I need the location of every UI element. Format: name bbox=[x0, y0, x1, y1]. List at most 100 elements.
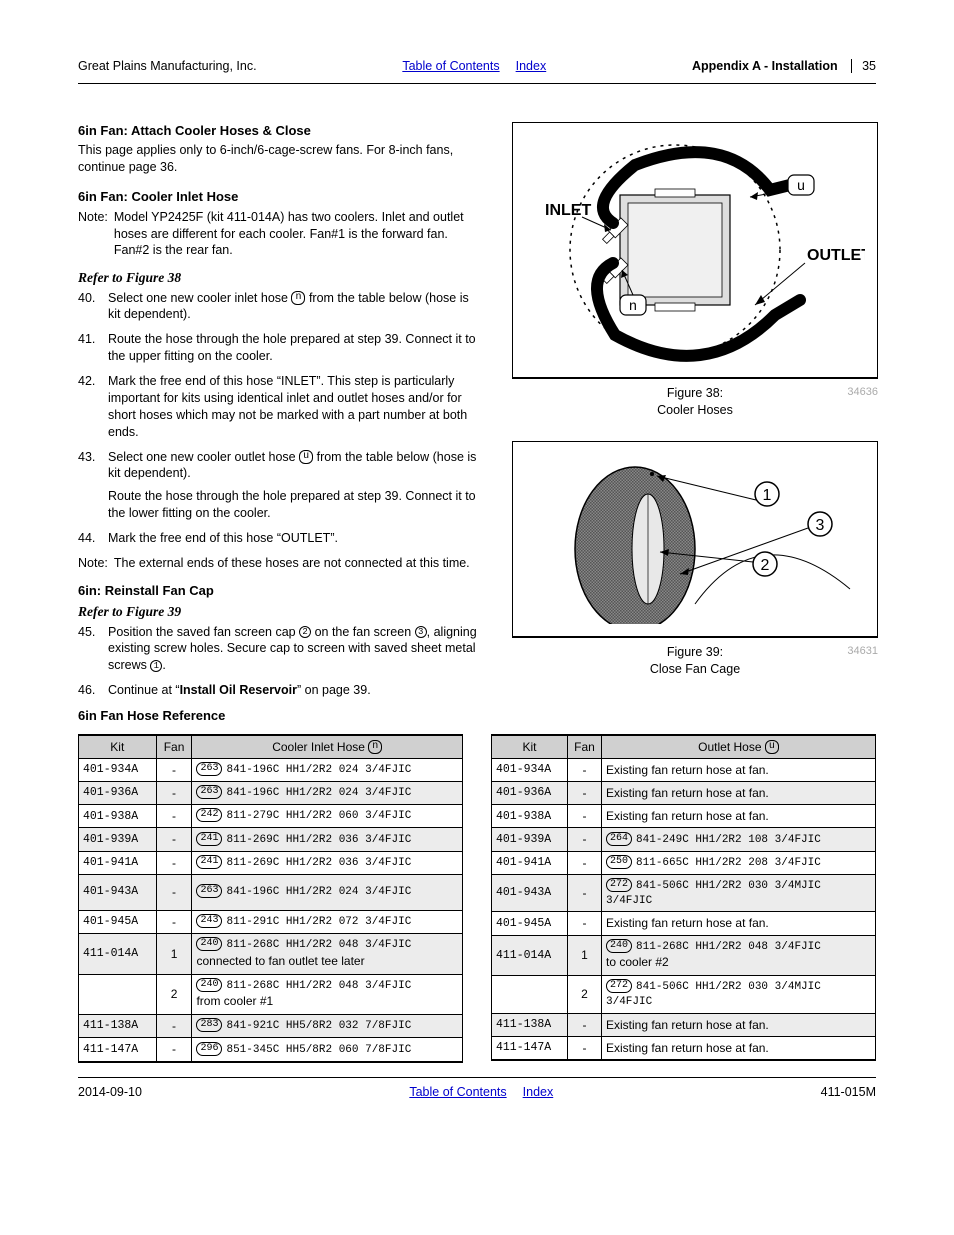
cell-hose: 263841-196C HH1/2R2 024 3/4FJIC bbox=[192, 782, 463, 805]
circ-3-icon: 3 bbox=[415, 626, 427, 638]
cell-hose: 240811-268C HH1/2R2 048 3/4FJICconnected… bbox=[192, 933, 463, 974]
cell-hose: 283841-921C HH5/8R2 032 7/8FJIC bbox=[192, 1015, 463, 1038]
cell-kit: 401-941A bbox=[79, 851, 157, 874]
table-row: 401-938A-242811-279C HH1/2R2 060 3/4FJIC bbox=[79, 805, 463, 828]
footer-docnum: 411-015M bbox=[821, 1084, 876, 1101]
cell-fan: - bbox=[156, 1038, 192, 1062]
footer-index-link[interactable]: Index bbox=[523, 1084, 554, 1101]
footer-toc-link[interactable]: Table of Contents bbox=[409, 1084, 506, 1101]
cell-kit: 401-939A bbox=[492, 828, 568, 851]
table-row: 401-936A-Existing fan return hose at fan… bbox=[492, 782, 876, 805]
cell-hose: Existing fan return hose at fan. bbox=[602, 1013, 876, 1036]
table-row: 2240811-268C HH1/2R2 048 3/4FJICfrom coo… bbox=[79, 974, 463, 1015]
th-hose: Cooler Inlet Hose n bbox=[192, 735, 463, 759]
section-1-body: This page applies only to 6-inch/6-cage-… bbox=[78, 142, 484, 176]
note-2: Note: The external ends of these hoses a… bbox=[78, 555, 484, 572]
cell-kit bbox=[492, 976, 568, 1014]
cell-fan: - bbox=[568, 1013, 602, 1036]
table-row: 401-939A-241811-269C HH1/2R2 036 3/4FJIC bbox=[79, 828, 463, 851]
pill: 241 bbox=[196, 832, 222, 846]
page-footer: 2014-09-10 Table of Contents Index 411-0… bbox=[78, 1084, 876, 1101]
cell-kit: 401-934A bbox=[492, 758, 568, 781]
cell-fan: 2 bbox=[156, 974, 192, 1015]
th-kit: Kit bbox=[492, 735, 568, 759]
page-number: 35 bbox=[851, 59, 876, 73]
cell-hose: Existing fan return hose at fan. bbox=[602, 758, 876, 781]
pill: 296 bbox=[196, 1042, 222, 1056]
step-item: 43.Select one new cooler outlet hose u f… bbox=[78, 449, 484, 523]
pill: 272 bbox=[606, 878, 632, 892]
cell-fan: 1 bbox=[156, 933, 192, 974]
pill: 240 bbox=[606, 939, 632, 953]
circ-2-icon: 2 bbox=[299, 626, 311, 638]
toc-link[interactable]: Table of Contents bbox=[402, 58, 499, 75]
pill: 243 bbox=[196, 914, 222, 928]
section-3-title: 6in: Reinstall Fan Cap bbox=[78, 582, 484, 600]
figure-39-caption: Figure 39: Close Fan Cage bbox=[512, 644, 878, 678]
cell-hose: 263841-196C HH1/2R2 024 3/4FJIC bbox=[192, 758, 463, 781]
header-left: Great Plains Manufacturing, Inc. bbox=[78, 58, 257, 75]
cell-hose: 250811-665C HH1/2R2 208 3/4FJIC bbox=[602, 851, 876, 874]
cell-kit: 411-014A bbox=[79, 933, 157, 974]
cell-kit: 411-147A bbox=[492, 1036, 568, 1060]
step-item: 40.Select one new cooler inlet hose n fr… bbox=[78, 290, 484, 324]
cell-kit: 411-138A bbox=[79, 1015, 157, 1038]
table-row: 401-945A-243811-291C HH1/2R2 072 3/4FJIC bbox=[79, 910, 463, 933]
footer-date: 2014-09-10 bbox=[78, 1084, 142, 1101]
circ-n: n bbox=[291, 291, 305, 305]
table-row: 411-014A1240811-268C HH1/2R2 048 3/4FJIC… bbox=[79, 933, 463, 974]
cell-kit: 411-147A bbox=[79, 1038, 157, 1062]
pill: 240 bbox=[196, 937, 222, 951]
callout-2: 2 bbox=[761, 557, 770, 574]
th-hose: Outlet Hose u bbox=[602, 735, 876, 759]
index-link[interactable]: Index bbox=[516, 58, 547, 75]
cell-hose: 263841-196C HH1/2R2 024 3/4FJIC bbox=[192, 874, 463, 910]
cell-fan: - bbox=[568, 912, 602, 935]
cell-fan: - bbox=[156, 828, 192, 851]
outlet-label: OUTLET bbox=[807, 247, 865, 264]
cell-hose: 241811-269C HH1/2R2 036 3/4FJIC bbox=[192, 828, 463, 851]
circ-1-icon: 1 bbox=[150, 660, 162, 672]
pill: 240 bbox=[196, 978, 222, 992]
inlet-label: INLET bbox=[545, 202, 591, 219]
cell-hose: 272841-506C HH1/2R2 030 3/4MJIC 3/4FJIC bbox=[602, 976, 876, 1014]
table-row: 411-014A1240811-268C HH1/2R2 048 3/4FJIC… bbox=[492, 935, 876, 976]
cell-fan: - bbox=[156, 782, 192, 805]
table-row: 411-138A-Existing fan return hose at fan… bbox=[492, 1013, 876, 1036]
table-row: 401-934A-263841-196C HH1/2R2 024 3/4FJIC bbox=[79, 758, 463, 781]
cell-fan: - bbox=[568, 782, 602, 805]
step-item: 41.Route the hose through the hole prepa… bbox=[78, 331, 484, 365]
cell-kit: 401-941A bbox=[492, 851, 568, 874]
cell-hose: 296851-345C HH5/8R2 060 7/8FJIC bbox=[192, 1038, 463, 1062]
cell-hose: Existing fan return hose at fan. bbox=[602, 912, 876, 935]
table-row: 411-147A-Existing fan return hose at fan… bbox=[492, 1036, 876, 1060]
cell-fan: - bbox=[156, 1015, 192, 1038]
callout-1: 1 bbox=[763, 487, 772, 504]
left-column: 6in Fan: Attach Cooler Hoses & Close Thi… bbox=[78, 122, 484, 728]
pill: 263 bbox=[196, 884, 222, 898]
step-item: 45.Position the saved fan screen cap 2 o… bbox=[78, 624, 484, 675]
cell-kit: 401-934A bbox=[79, 758, 157, 781]
pill: 263 bbox=[196, 762, 222, 776]
cell-fan: - bbox=[568, 874, 602, 912]
cell-fan: - bbox=[568, 758, 602, 781]
cell-kit: 401-938A bbox=[492, 805, 568, 828]
cell-hose: 272841-506C HH1/2R2 030 3/4MJIC 3/4FJIC bbox=[602, 874, 876, 912]
cell-fan: - bbox=[156, 910, 192, 933]
cell-fan: - bbox=[568, 1036, 602, 1060]
cell-fan: - bbox=[568, 805, 602, 828]
figure-39-id: 34631 bbox=[847, 644, 878, 659]
pill: 283 bbox=[196, 1018, 222, 1032]
table-row: 401-945A-Existing fan return hose at fan… bbox=[492, 912, 876, 935]
note-1-body: Model YP2425F (kit 411-014A) has two coo… bbox=[114, 209, 484, 260]
cell-fan: 1 bbox=[568, 935, 602, 976]
table-row: 401-941A-241811-269C HH1/2R2 036 3/4FJIC bbox=[79, 851, 463, 874]
cell-kit bbox=[79, 974, 157, 1015]
figure-39: 1 2 3 bbox=[512, 441, 878, 638]
th-fan: Fan bbox=[568, 735, 602, 759]
footer-rule bbox=[78, 1077, 876, 1078]
pill: 263 bbox=[196, 785, 222, 799]
right-column: INLET OUTLET n u Figure 38: bbox=[512, 122, 878, 728]
cell-fan: - bbox=[156, 851, 192, 874]
step-item: 46.Continue at “Install Oil Reservoir” o… bbox=[78, 682, 484, 699]
